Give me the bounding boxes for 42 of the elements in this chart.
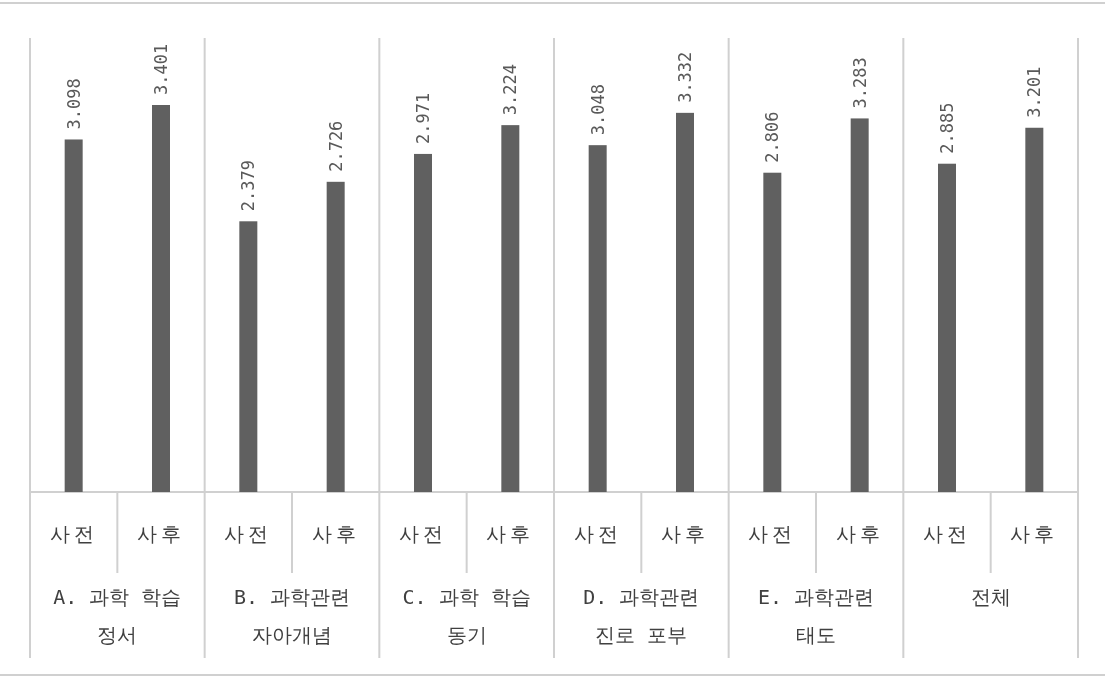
data-label: 3.048 [587,83,608,136]
x-tick-label: 사전 [399,522,447,546]
x-tick-label: 사후 [835,522,884,546]
data-label: 3.224 [500,63,521,116]
x-tick-label: 사전 [49,522,98,546]
data-label: 3.201 [1024,66,1045,118]
x-tick-label: 사후 [661,522,709,546]
x-tick-label: 사후 [1010,522,1059,546]
data-label: 2.885 [937,102,957,154]
bar [1025,127,1044,492]
text: B. 과학관련 자아개념 [233,585,351,647]
data-label: 3.401 [151,43,171,95]
bar [676,112,694,492]
data-label: 2.379 [238,160,259,212]
bar [414,153,432,492]
x-tick-label: 사후 [311,522,360,546]
x-tick-label: 사전 [224,522,273,546]
bar [64,139,83,492]
bar [938,163,956,492]
text: C. 과학 학습 동기 [402,585,531,647]
text: 전체 [970,585,1011,609]
data-label: 2.726 [325,120,346,172]
x-tick-label: 사전 [748,522,797,546]
data-label: 2.806 [762,111,783,163]
bar [850,118,869,492]
data-label: 3.332 [675,51,695,103]
x-tick-label: 사후 [486,522,535,546]
bar [763,172,782,492]
text: A. 과학 학습 정서 [53,585,182,647]
bar [239,221,258,492]
bar [326,181,345,492]
text: E. 과학관련 태도 [757,585,875,647]
data-label: 2.971 [413,92,433,144]
bar [501,125,520,492]
text: D. 과학관련 진로 포부 [583,585,700,647]
x-tick-label: 사후 [137,522,185,546]
data-label: 3.283 [849,57,870,109]
x-tick-label: 사전 [573,522,622,546]
x-tick-label: 사전 [923,522,971,546]
bar [588,145,607,492]
data-label: 3.098 [63,78,84,130]
bar [152,105,170,492]
